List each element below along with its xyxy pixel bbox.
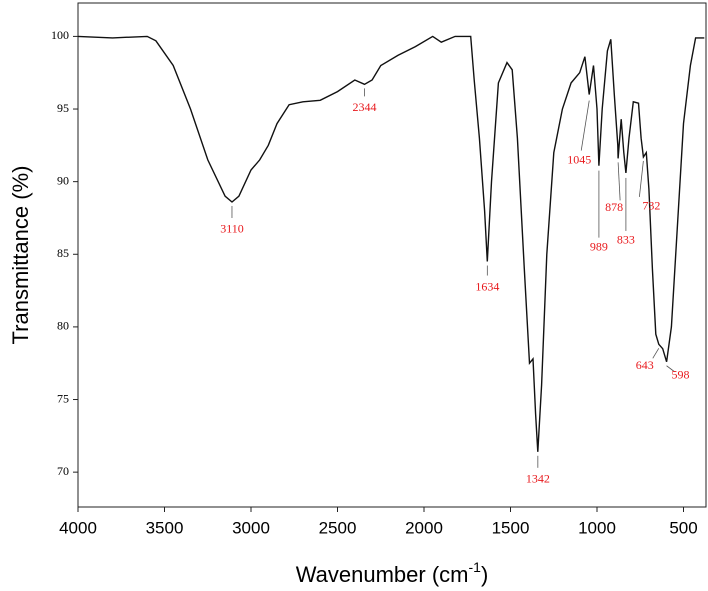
peak-label: 989 [590, 239, 608, 253]
peak-label: 732 [642, 199, 660, 213]
peak-marker [652, 348, 660, 359]
y-tick-label: 85 [57, 246, 69, 260]
peak-label: 2344 [352, 100, 376, 114]
x-tick-label: 3500 [146, 518, 184, 537]
x-tick-label: 4000 [59, 518, 97, 537]
peak-label: 1634 [475, 279, 499, 293]
x-label-text: Wavenumber (cm [296, 562, 469, 587]
peak-marker [580, 100, 590, 151]
peak-label: 1045 [567, 152, 591, 166]
y-tick-label: 100 [51, 28, 69, 42]
y-tick-label: 90 [57, 173, 69, 187]
x-tick-label: 2000 [405, 518, 443, 537]
y-tick-label: 80 [57, 319, 69, 333]
y-axis-label: Transmittance (%) [8, 166, 33, 345]
x-tick-label: 1000 [578, 518, 616, 537]
plot-frame [77, 2, 707, 508]
x-label-sup: -1 [469, 559, 482, 575]
spectrum-line [77, 35, 705, 452]
x-axis-label: Wavenumber (cm-1) [296, 559, 489, 587]
peak-marker [638, 160, 644, 198]
peak-label: 643 [636, 358, 654, 372]
x-tick-label: 2500 [319, 518, 357, 537]
peak-label: 833 [617, 233, 635, 247]
x-label-end: ) [481, 562, 488, 587]
y-tick-label: 95 [57, 101, 69, 115]
x-tick-label: 500 [669, 518, 697, 537]
x-tick-label: 1500 [492, 518, 530, 537]
x-tick-label: 3000 [232, 518, 270, 537]
peak-label: 878 [605, 200, 623, 214]
peak-label: 1342 [526, 472, 550, 486]
peak-marker [617, 162, 621, 201]
y-tick-label: 75 [57, 391, 69, 405]
peak-label: 598 [672, 368, 690, 382]
peak-marker [666, 365, 675, 373]
peak-label: 3110 [220, 222, 244, 236]
y-tick-label: 70 [57, 464, 69, 478]
